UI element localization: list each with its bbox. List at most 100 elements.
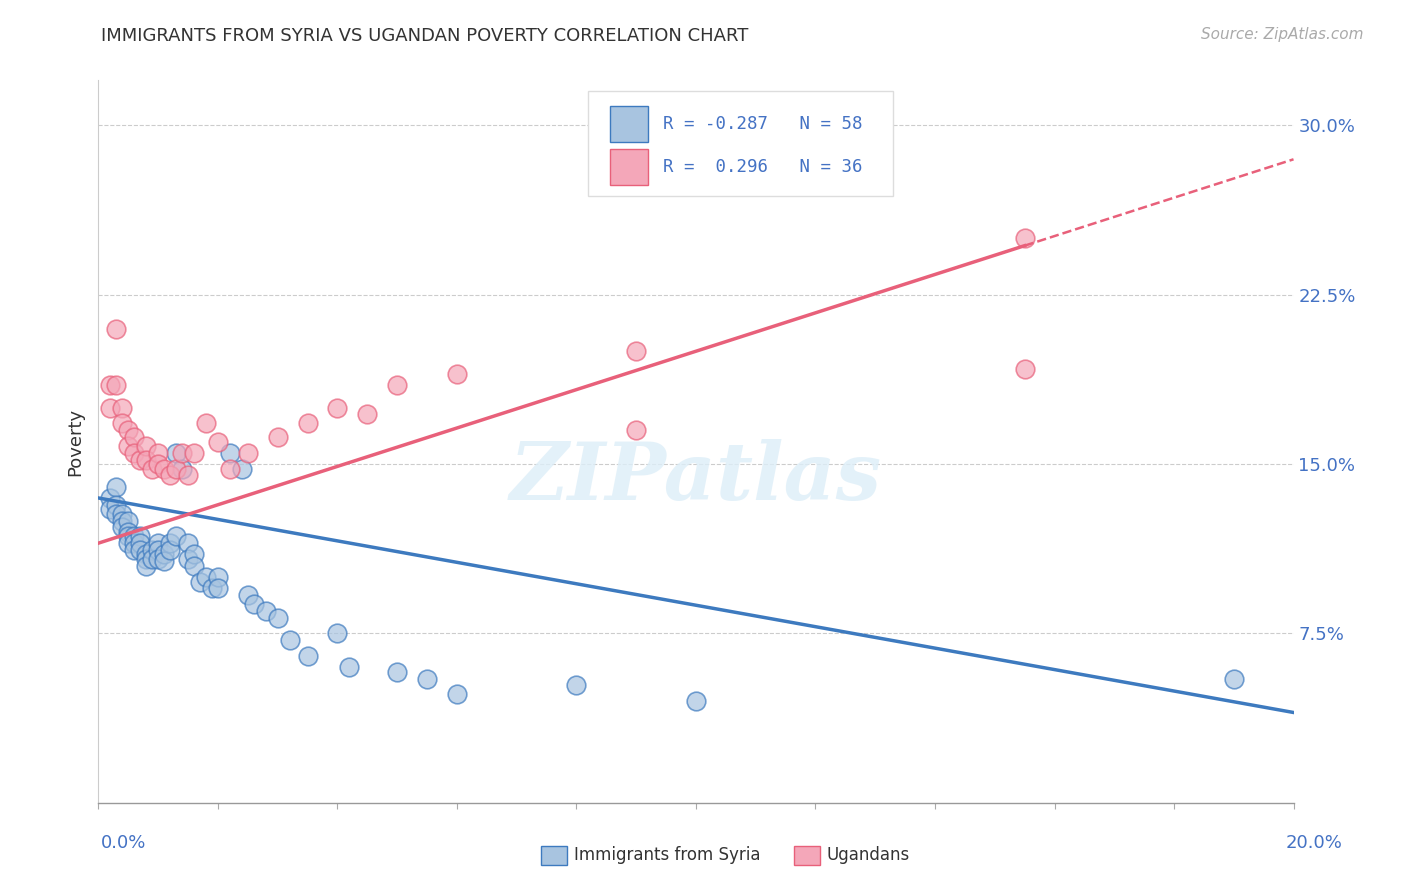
Point bbox=[219, 461, 242, 475]
Point bbox=[117, 439, 139, 453]
Point bbox=[385, 665, 409, 679]
Point bbox=[135, 552, 157, 566]
Point bbox=[117, 536, 139, 550]
Point bbox=[117, 423, 139, 437]
Point bbox=[188, 574, 211, 589]
Point bbox=[1014, 231, 1036, 245]
Point bbox=[105, 498, 128, 512]
Point bbox=[326, 401, 349, 415]
Point bbox=[105, 480, 128, 494]
Point bbox=[105, 507, 128, 521]
Point bbox=[117, 514, 139, 528]
Point bbox=[297, 648, 319, 663]
Point bbox=[129, 536, 152, 550]
Point bbox=[141, 461, 163, 475]
Point bbox=[153, 554, 176, 568]
Point bbox=[1223, 672, 1246, 686]
Point bbox=[195, 570, 218, 584]
Point bbox=[111, 514, 134, 528]
Text: Immigrants from Syria: Immigrants from Syria bbox=[574, 847, 761, 864]
Point bbox=[1014, 362, 1036, 376]
Point bbox=[219, 446, 242, 460]
Text: R = -0.287   N = 58: R = -0.287 N = 58 bbox=[662, 115, 862, 133]
FancyBboxPatch shape bbox=[610, 105, 648, 142]
Point bbox=[339, 660, 361, 674]
Point bbox=[565, 678, 588, 692]
Text: Ugandans: Ugandans bbox=[827, 847, 910, 864]
Point bbox=[98, 491, 122, 505]
Point bbox=[446, 367, 468, 381]
Point bbox=[111, 401, 134, 415]
FancyBboxPatch shape bbox=[610, 149, 648, 185]
Y-axis label: Poverty: Poverty bbox=[66, 408, 84, 475]
Point bbox=[183, 558, 205, 573]
Point bbox=[117, 524, 139, 539]
Point bbox=[105, 321, 128, 335]
Point bbox=[195, 417, 218, 431]
Point bbox=[626, 344, 648, 359]
Point bbox=[111, 520, 134, 534]
Point bbox=[236, 588, 259, 602]
Text: Source: ZipAtlas.com: Source: ZipAtlas.com bbox=[1201, 27, 1364, 42]
Point bbox=[207, 570, 229, 584]
Point bbox=[626, 423, 648, 437]
Point bbox=[207, 582, 229, 596]
Point bbox=[153, 548, 176, 562]
Point bbox=[183, 446, 205, 460]
Point bbox=[135, 548, 157, 562]
Point bbox=[148, 536, 170, 550]
Point bbox=[129, 452, 152, 467]
Point bbox=[267, 430, 290, 444]
Point bbox=[172, 446, 194, 460]
Point bbox=[159, 536, 181, 550]
Point bbox=[148, 542, 170, 557]
Point bbox=[326, 626, 349, 640]
Point bbox=[236, 446, 259, 460]
Text: ZIPatlas: ZIPatlas bbox=[510, 439, 882, 516]
Point bbox=[165, 529, 187, 543]
Point bbox=[356, 408, 378, 422]
FancyBboxPatch shape bbox=[589, 91, 893, 196]
Point bbox=[124, 542, 146, 557]
Point bbox=[111, 417, 134, 431]
Point bbox=[124, 536, 146, 550]
Point bbox=[278, 633, 301, 648]
Point bbox=[141, 542, 163, 557]
Point bbox=[297, 417, 319, 431]
Point bbox=[148, 457, 170, 471]
Point bbox=[183, 548, 205, 562]
Point bbox=[165, 446, 187, 460]
Point bbox=[124, 430, 146, 444]
Point bbox=[201, 582, 224, 596]
Point bbox=[685, 694, 707, 708]
Point bbox=[177, 552, 200, 566]
Point bbox=[98, 378, 122, 392]
Point bbox=[124, 446, 146, 460]
Point bbox=[98, 401, 122, 415]
Point bbox=[207, 434, 229, 449]
Point bbox=[172, 461, 194, 475]
Point bbox=[446, 687, 468, 701]
Point bbox=[177, 536, 200, 550]
Point bbox=[159, 542, 181, 557]
Point bbox=[148, 552, 170, 566]
Point bbox=[243, 597, 266, 611]
Text: IMMIGRANTS FROM SYRIA VS UGANDAN POVERTY CORRELATION CHART: IMMIGRANTS FROM SYRIA VS UGANDAN POVERTY… bbox=[101, 27, 748, 45]
Point bbox=[111, 507, 134, 521]
Point bbox=[148, 446, 170, 460]
Point bbox=[165, 461, 187, 475]
Point bbox=[267, 610, 290, 624]
Point bbox=[98, 502, 122, 516]
Point bbox=[124, 529, 146, 543]
Point bbox=[254, 604, 277, 618]
Text: 20.0%: 20.0% bbox=[1286, 834, 1343, 852]
Point bbox=[141, 552, 163, 566]
Text: 0.0%: 0.0% bbox=[101, 834, 146, 852]
Point bbox=[231, 461, 253, 475]
Text: R =  0.296   N = 36: R = 0.296 N = 36 bbox=[662, 158, 862, 176]
Point bbox=[153, 461, 176, 475]
Point bbox=[135, 452, 157, 467]
Point bbox=[385, 378, 409, 392]
Point bbox=[135, 558, 157, 573]
Point bbox=[129, 542, 152, 557]
